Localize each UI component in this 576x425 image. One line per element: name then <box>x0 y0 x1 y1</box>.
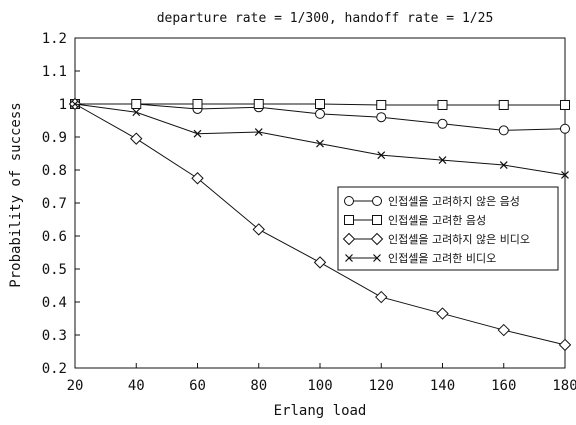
legend-item: 인접셀을 고려한 비디오 <box>345 252 496 265</box>
legend-marker <box>344 215 354 225</box>
y-tick-label: 0.5 <box>42 262 67 278</box>
data-point <box>558 338 572 352</box>
y-tick-label: 0.7 <box>42 196 67 212</box>
data-point <box>193 129 202 138</box>
data-point <box>436 307 449 320</box>
data-point <box>560 123 570 134</box>
data-point <box>497 323 510 337</box>
y-tick-label: 0.8 <box>42 163 67 179</box>
data-point <box>375 290 388 304</box>
legend-marker <box>372 196 382 206</box>
y-tick-label: 1.2 <box>42 31 67 47</box>
data-point <box>192 99 203 109</box>
data-point <box>130 132 143 145</box>
legend-item: 인접셀을 고려하지 않은 음성 <box>344 194 520 208</box>
y-tick-label: 1.1 <box>42 64 67 80</box>
data-point <box>313 256 327 269</box>
x-tick-label: 140 <box>430 378 455 394</box>
legend-item: 인접셀을 고려하지 않은 비디오 <box>342 232 530 246</box>
data-point <box>499 161 508 169</box>
data-point <box>377 151 386 160</box>
data-point <box>315 99 325 109</box>
x-axis-label: Erlang load <box>274 403 367 419</box>
legend-marker <box>372 215 382 225</box>
series-layer <box>68 97 572 352</box>
x-tick-label: 100 <box>307 378 332 394</box>
legend-marker <box>370 232 384 246</box>
data-point <box>252 223 265 236</box>
data-point <box>253 99 264 109</box>
series-square <box>70 99 570 110</box>
x-tick-label: 20 <box>67 378 84 394</box>
y-tick-label: 0.3 <box>42 328 67 344</box>
x-tick-label: 180 <box>552 378 576 394</box>
data-point <box>376 99 387 110</box>
y-tick-label: 0.9 <box>42 130 67 146</box>
data-point <box>132 108 141 117</box>
data-point <box>498 125 509 136</box>
legend-marker <box>342 232 356 246</box>
y-tick-label: 0.4 <box>42 295 67 311</box>
x-tick-label: 160 <box>491 378 516 394</box>
data-point <box>437 99 448 110</box>
data-point <box>315 108 325 119</box>
y-axis-label: Probability of success <box>8 102 24 287</box>
data-point <box>71 100 79 108</box>
x-tick-label: 120 <box>369 378 394 394</box>
data-point <box>438 156 447 165</box>
legend-label: 인접셀을 고려한 음성 <box>388 214 486 227</box>
x-tick-label: 80 <box>250 378 267 394</box>
series-cross <box>71 100 569 179</box>
axes: 20 40 60 80 100 120 140 160 180 0.2 0.3 0.4 0.5 0.6 0.… <box>42 31 576 394</box>
y-tick-label: 1 <box>59 97 67 113</box>
data-point <box>376 112 387 123</box>
data-point <box>254 128 263 136</box>
data-point <box>561 171 569 179</box>
legend-marker <box>344 196 354 206</box>
legend-label: 인접셀을 고려하지 않은 비디오 <box>388 232 530 246</box>
legend-label: 인접셀을 고려한 비디오 <box>388 252 496 265</box>
x-tick-label: 40 <box>128 378 145 394</box>
data-point <box>560 99 570 110</box>
data-point <box>191 172 204 185</box>
legend-marker <box>373 254 381 262</box>
data-point <box>316 139 324 148</box>
data-point <box>498 99 509 110</box>
legend-item: 인접셀을 고려한 음성 <box>344 214 486 227</box>
legend-marker <box>345 254 353 262</box>
data-point <box>437 118 448 129</box>
y-tick-label: 0.6 <box>42 229 67 245</box>
legend-label: 인접셀을 고려하지 않은 음성 <box>388 194 520 208</box>
series-diamond <box>68 97 572 352</box>
chart-title: departure rate = 1/300, handoff rate = 1… <box>157 11 494 26</box>
data-point <box>131 99 142 109</box>
x-tick-label: 60 <box>189 378 206 394</box>
y-tick-label: 0.2 <box>42 361 67 377</box>
